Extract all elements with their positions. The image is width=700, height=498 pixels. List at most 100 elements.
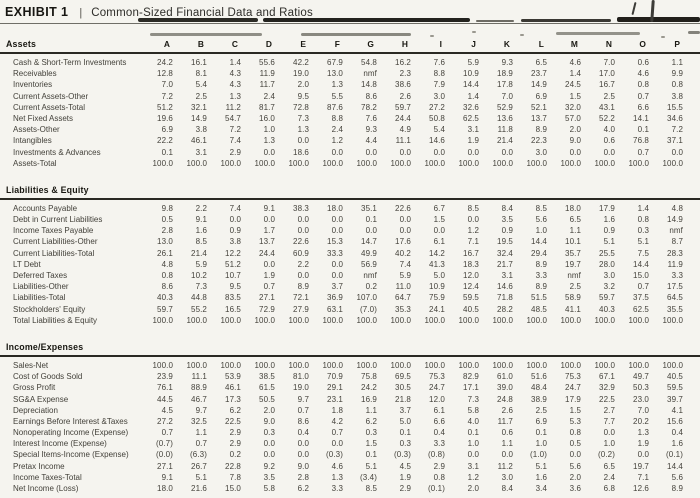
table-row: Special Items-Income (Expense) (0.0) (6.3)… xyxy=(0,449,700,460)
cell-value: 100.0 xyxy=(492,360,513,370)
cell-value: 0.0 xyxy=(467,215,479,225)
cell-value: 100.0 xyxy=(458,315,479,325)
table-row: Current Liabilities-Total 26.1 21.4 12.2 24.… xyxy=(0,248,700,259)
cell-value: 7.0 xyxy=(637,405,649,415)
cell-value: 50.5 xyxy=(259,394,275,404)
cell-value: 54.8 xyxy=(361,58,377,67)
cell-value: 50.8 xyxy=(429,113,445,123)
cell-value: 59.7 xyxy=(157,304,173,314)
cell-value: 7.6 xyxy=(433,58,445,67)
cell-value: (3.4) xyxy=(360,472,377,482)
cell-value: 9.5 xyxy=(229,282,241,292)
cell-value: 0.9 xyxy=(229,226,241,236)
section-rule xyxy=(0,52,700,54)
cell-value: 9.0 xyxy=(297,461,309,471)
cell-value: nmf xyxy=(363,271,377,280)
cell-value: 7.2 xyxy=(161,91,173,101)
cell-value: 13.0 xyxy=(157,237,173,247)
column-header-P: P xyxy=(674,38,680,49)
cell-value: 2.0 xyxy=(569,125,581,135)
cell-value: 22.5 xyxy=(225,416,241,426)
cell-value: 8.9 xyxy=(297,282,309,292)
cell-value: 51.2 xyxy=(225,259,241,269)
cell-value: 55.6 xyxy=(259,58,275,67)
cell-value: 58.9 xyxy=(565,293,581,303)
cell-value: 43.1 xyxy=(599,102,615,112)
cell-value: 7.0 xyxy=(501,91,513,101)
cell-value: 36.9 xyxy=(327,293,343,303)
cell-value: 9.1 xyxy=(263,203,275,213)
cell-value: 75.8 xyxy=(361,372,377,382)
cell-value: 35.1 xyxy=(361,203,377,213)
cell-value: 14.8 xyxy=(361,80,377,90)
cell-value: 15.5 xyxy=(667,102,683,112)
cell-value: 0.1 xyxy=(365,215,377,225)
cell-value: 2.0 xyxy=(569,472,581,482)
cell-value: 5.1 xyxy=(195,472,207,482)
cell-value: 88.9 xyxy=(191,383,207,393)
cell-value: 1.5 xyxy=(569,91,581,101)
cell-value: 0.9 xyxy=(501,226,513,236)
cell-value: 23.1 xyxy=(327,394,343,404)
cell-value: 22.6 xyxy=(395,203,411,213)
cell-value: 0.3 xyxy=(365,428,377,438)
row-label: Pretax Income xyxy=(13,461,65,471)
cell-value: 61.0 xyxy=(497,372,513,382)
cell-value: 0.0 xyxy=(331,215,343,225)
cell-value: 40.2 xyxy=(395,248,411,258)
cell-value: 1.9 xyxy=(399,472,411,482)
cell-value: 100.0 xyxy=(288,315,309,325)
cell-value: 50.3 xyxy=(633,383,649,393)
cell-value: 16.7 xyxy=(463,248,479,258)
cell-value: (0.1) xyxy=(666,450,683,460)
cell-value: 8.6 xyxy=(365,91,377,101)
cell-value: 14.4 xyxy=(667,461,683,471)
cell-value: 49.9 xyxy=(361,248,377,258)
cell-value: 8.4 xyxy=(501,203,513,213)
cell-value: 19.0 xyxy=(293,69,309,79)
cell-value: 46.7 xyxy=(191,394,207,404)
cell-value: 40.3 xyxy=(599,304,615,314)
row-label: LT Debt xyxy=(13,259,41,269)
cell-value: 7.2 xyxy=(671,125,683,135)
cell-value: 3.0 xyxy=(535,147,547,157)
section-title: Liabilities & Equity xyxy=(6,184,89,195)
cell-value: 1.1 xyxy=(569,226,581,236)
cell-value: 62.5 xyxy=(633,304,649,314)
table-row: Cost of Goods Sold 23.9 11.1 53.9 38.5 81.0 70… xyxy=(0,371,700,382)
cell-value: 1.3 xyxy=(331,80,343,90)
cell-value: 4.5 xyxy=(399,461,411,471)
cell-value: 67.1 xyxy=(599,372,615,382)
cell-value: 100.0 xyxy=(390,315,411,325)
cell-value: 3.1 xyxy=(467,461,479,471)
cell-value: 1.3 xyxy=(263,136,275,146)
row-label: Receivables xyxy=(13,69,57,79)
cell-value: 24.1 xyxy=(429,304,445,314)
cell-value: 4.0 xyxy=(603,125,615,135)
cell-value: 82.9 xyxy=(463,372,479,382)
cell-value: 0.6 xyxy=(603,136,615,146)
cell-value: 0.7 xyxy=(195,439,207,449)
column-header-G: G xyxy=(367,38,374,49)
cell-value: 100.0 xyxy=(560,158,581,168)
cell-value: 0.1 xyxy=(399,428,411,438)
cell-value: 0.0 xyxy=(365,147,377,157)
cell-value: 100.0 xyxy=(220,158,241,168)
cell-value: 1.4 xyxy=(467,91,479,101)
scan-streak-icon xyxy=(138,18,258,22)
cell-value: 100.0 xyxy=(186,315,207,325)
cell-value: 1.8 xyxy=(331,405,343,415)
cell-value: 16.5 xyxy=(225,304,241,314)
section-header-row: Assets A B C D E F G H I J K L M N O P xyxy=(0,37,700,50)
cell-value: 6.9 xyxy=(535,91,547,101)
cell-value: 64.7 xyxy=(395,293,411,303)
table-row: Inventories 7.0 5.4 4.3 11.7 2.0 1.3 14.8 38.6 7.… xyxy=(0,79,700,90)
cell-value: 2.6 xyxy=(399,91,411,101)
cell-value: 0.0 xyxy=(433,226,445,236)
row-label: Current Assets-Total xyxy=(13,102,86,112)
cell-value: 100.0 xyxy=(322,315,343,325)
cell-value: 6.8 xyxy=(603,484,615,493)
cell-value: 2.4 xyxy=(603,472,615,482)
cell-value: 7.3 xyxy=(195,282,207,292)
cell-value: 30.5 xyxy=(395,383,411,393)
